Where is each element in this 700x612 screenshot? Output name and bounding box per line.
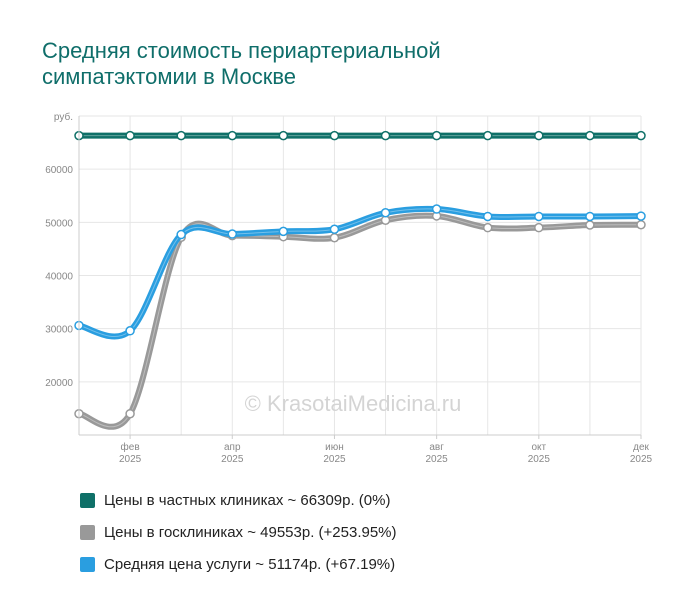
legend-swatch-public	[80, 524, 95, 540]
x-tick-label-month: окт	[531, 442, 546, 453]
y-tick-label: 50000	[45, 218, 73, 229]
data-point-private[interactable]	[227, 130, 238, 141]
legend-item-private[interactable]: Цены в частных клиниках ~ 66309р. (0%)	[80, 484, 397, 516]
y-tick-label: 30000	[45, 325, 73, 336]
data-point-public[interactable]	[636, 219, 646, 230]
y-axis-unit-label: руб.	[54, 111, 73, 123]
x-tick-label-year: 2025	[323, 454, 346, 465]
legend-swatch-average	[80, 556, 95, 572]
data-point-public[interactable]	[534, 222, 544, 233]
line-chart: © KrasotaiMedicina.ru 200003000040000500…	[45, 111, 652, 465]
data-point-average[interactable]	[585, 211, 595, 222]
x-tick-label-year: 2025	[528, 454, 551, 465]
y-tick-label: 20000	[45, 378, 73, 389]
x-tick-label-year: 2025	[221, 454, 244, 465]
data-point-private[interactable]	[585, 130, 595, 141]
y-tick-label: 40000	[45, 272, 73, 283]
x-tick-label-month: фев	[121, 441, 140, 453]
data-point-private[interactable]	[329, 130, 340, 141]
data-point-average[interactable]	[482, 211, 493, 222]
data-point-public[interactable]	[585, 220, 595, 230]
chart-title-line-1: Средняя стоимость периартериальной	[42, 38, 441, 63]
data-point-private[interactable]	[636, 130, 646, 141]
legend-item-average[interactable]: Средняя цена услуги ~ 51174р. (+67.19%)	[80, 548, 397, 580]
legend-label-average: Средняя цена услуги ~ 51174р. (+67.19%)	[104, 555, 396, 573]
data-point-average[interactable]	[380, 208, 391, 218]
data-point-private[interactable]	[380, 130, 391, 141]
data-point-average[interactable]	[278, 226, 289, 237]
data-point-public[interactable]	[125, 408, 135, 419]
data-point-public[interactable]	[329, 233, 340, 243]
legend-item-public[interactable]: Цены в госклиниках ~ 49553р. (+253.95%)	[80, 516, 397, 548]
data-point-average[interactable]	[227, 229, 238, 239]
grid	[78, 115, 642, 435]
x-tick-label-year: 2025	[426, 454, 449, 465]
x-tick-label-month: апр	[224, 442, 241, 453]
data-point-average[interactable]	[636, 211, 646, 221]
x-tick-label-month: авг	[429, 442, 444, 453]
data-point-average[interactable]	[176, 229, 186, 240]
data-point-private[interactable]	[534, 130, 544, 141]
x-tick-label-month: дек	[633, 442, 649, 453]
data-point-average[interactable]	[431, 204, 442, 214]
watermark: © KrasotaiMedicina.ru	[245, 391, 462, 416]
series-lines	[74, 130, 646, 430]
x-tick-label-month: июн	[325, 442, 344, 453]
data-point-average[interactable]	[125, 326, 135, 336]
data-point-public[interactable]	[482, 222, 493, 233]
data-point-private[interactable]	[431, 130, 442, 141]
data-point-average[interactable]	[329, 224, 340, 234]
legend-label-public: Цены в госклиниках ~ 49553р. (+253.95%)	[104, 523, 397, 541]
data-point-average[interactable]	[534, 211, 544, 222]
legend-label-private: Цены в частных клиниках ~ 66309р. (0%)	[104, 491, 391, 509]
data-point-private[interactable]	[278, 130, 289, 141]
x-tick-label-year: 2025	[119, 454, 142, 465]
x-tick-label-year: 2025	[630, 454, 653, 465]
chart-title: Средняя стоимость периартериальной симпа…	[42, 38, 562, 90]
chart-title-line-2: симпатэктомии в Москве	[42, 64, 297, 89]
axes: 2000030000400005000060000руб.фев2025апр2…	[45, 111, 652, 465]
data-point-private[interactable]	[125, 130, 135, 141]
y-tick-label: 60000	[45, 165, 73, 176]
legend: Цены в частных клиниках ~ 66309р. (0%) Ц…	[80, 484, 397, 580]
data-point-private[interactable]	[482, 130, 493, 141]
legend-swatch-private	[80, 492, 95, 508]
data-point-private[interactable]	[176, 130, 186, 141]
